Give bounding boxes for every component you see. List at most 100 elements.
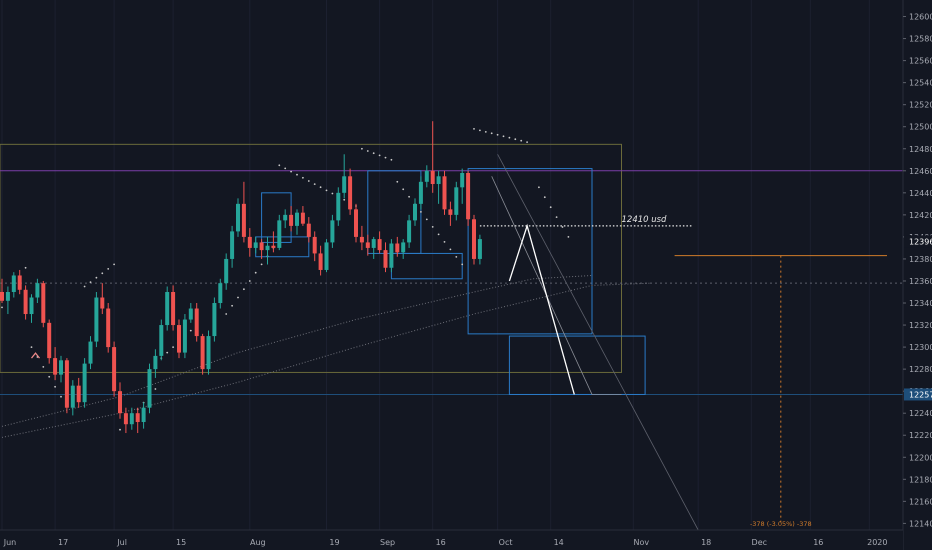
candle-body: [141, 407, 146, 423]
y-tick-label: 12460: [909, 167, 932, 176]
candle-body: [306, 223, 311, 237]
x-tick-label: Nov: [633, 538, 649, 547]
sar-dot: [520, 139, 523, 142]
y-tick-label: 12540: [909, 79, 932, 88]
y-tick-label: 12580: [909, 35, 932, 44]
candle-body: [418, 181, 423, 204]
candle-body: [11, 275, 16, 292]
trend-line: [491, 176, 622, 395]
sar-dot: [119, 428, 121, 431]
candle-body: [94, 297, 99, 342]
sar-dot: [107, 268, 110, 270]
sar-dot: [1, 306, 3, 309]
candle-body: [47, 322, 52, 359]
caret-marker: [30, 352, 41, 359]
candle-body: [29, 297, 34, 315]
candle-body: [442, 176, 447, 210]
candles: [0, 121, 482, 434]
candle-body: [241, 203, 246, 237]
candle-body: [88, 341, 93, 364]
x-tick-label: Oct: [499, 538, 513, 547]
sar-dot: [101, 272, 104, 275]
candle-body: [135, 413, 140, 423]
y-tick-label: 12520: [909, 101, 932, 110]
candle-body: [454, 187, 459, 215]
candle-body: [383, 250, 388, 268]
y-tick-label: 12280: [909, 365, 932, 374]
blue-box: [367, 170, 422, 254]
blue-box: [255, 236, 310, 258]
candle-body: [165, 291, 170, 326]
y-tick-label: 12380: [909, 255, 932, 264]
blue-box: [467, 168, 593, 335]
candle-body: [147, 369, 152, 408]
sar-dot: [555, 216, 558, 219]
candle-body: [177, 325, 181, 353]
candle-body: [230, 231, 235, 259]
sar-dot: [95, 276, 98, 279]
candle-body: [413, 203, 417, 221]
candle-body: [247, 236, 252, 248]
sar-dot: [89, 281, 92, 283]
long-trend-line: [497, 154, 699, 531]
sar-dot: [60, 395, 62, 398]
candle-body: [348, 176, 353, 210]
sar-dot: [543, 196, 546, 199]
candle-body: [354, 209, 358, 237]
y-tick-label: 12200: [909, 453, 932, 462]
sar-dot: [313, 183, 316, 186]
sar-dot: [260, 263, 263, 266]
sar-dot: [484, 131, 487, 133]
y-tick-label: 12340: [909, 299, 932, 308]
sar-dot: [449, 248, 452, 251]
x-tick-label: Sep: [380, 538, 395, 547]
y-tick-label: 12220: [909, 431, 932, 440]
candle-body: [430, 170, 435, 185]
sar-dot: [473, 127, 475, 130]
sar-dot: [390, 158, 393, 161]
y-axis-bg: [903, 0, 932, 550]
candle-body: [477, 239, 482, 259]
y-tick-label: 12160: [909, 497, 932, 506]
sar-dot: [514, 138, 517, 141]
candle-body: [82, 363, 87, 403]
sar-dot: [378, 154, 381, 157]
candle-body: [289, 214, 294, 226]
sar-dot: [54, 385, 56, 388]
y-tick-label: 12180: [909, 475, 932, 484]
y-tick-label: 12440: [909, 189, 932, 198]
grid: [1, 0, 870, 530]
candle-body: [123, 413, 128, 425]
y-tick-label: 12420: [909, 211, 932, 220]
sar-dot: [302, 176, 304, 179]
sar-dot: [231, 304, 234, 307]
candle-body: [224, 258, 229, 284]
price-annotation: 12410 usd: [622, 215, 668, 225]
last-price-label: 12396: [909, 237, 932, 246]
candle-body: [371, 239, 376, 248]
sar-dot: [408, 195, 410, 198]
x-axis-bg: [0, 530, 903, 550]
candle-body: [64, 360, 69, 408]
levels: [0, 143, 903, 522]
candle-body: [129, 413, 134, 425]
sar-dot: [254, 271, 257, 274]
sar-dot: [425, 218, 428, 221]
candle-body: [395, 243, 400, 253]
projection-path: [508, 223, 575, 395]
sar-dot: [372, 152, 375, 155]
candle-body: [212, 303, 217, 337]
x-tick-label: 16: [813, 538, 823, 547]
sar-dot: [496, 133, 499, 136]
candle-body: [377, 239, 382, 251]
candle-body: [112, 347, 117, 392]
sar-dot: [48, 375, 51, 378]
candle-body: [159, 325, 164, 356]
x-tick-label: 15: [176, 538, 186, 547]
blue-box: [508, 335, 646, 395]
x-tick-label: 14: [554, 538, 564, 547]
sar-dot: [561, 226, 564, 228]
sar-dot: [443, 241, 446, 243]
y-tick-label: 12320: [909, 321, 932, 330]
